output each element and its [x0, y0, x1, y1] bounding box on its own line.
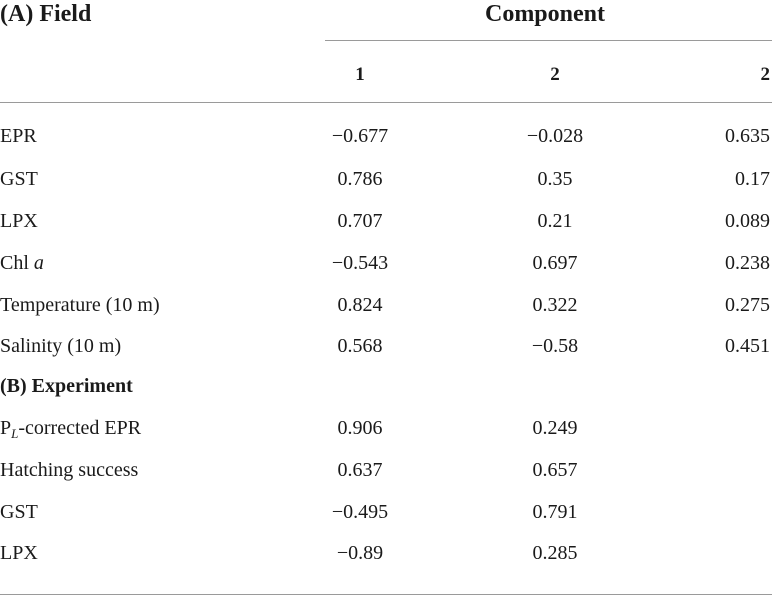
row-value: 0.21 — [537, 210, 573, 232]
row-value: 0.285 — [532, 542, 578, 564]
row-label: Chl a — [0, 251, 44, 275]
table-bottom-rule — [0, 594, 772, 595]
row-value: −0.495 — [331, 501, 389, 523]
row-label-prefix: P — [0, 417, 12, 439]
column-header-3: 2 — [760, 64, 771, 85]
header-divider — [0, 102, 772, 103]
row-value: 0.637 — [337, 459, 383, 481]
section-b-title: (B) Experiment — [0, 375, 133, 397]
row-label-italic: a — [33, 252, 44, 274]
component-title: Component — [484, 1, 605, 27]
row-value: 0.089 — [725, 210, 770, 232]
column-header-2: 2 — [550, 64, 560, 85]
row-label: LPX — [0, 210, 38, 232]
row-label: PL-corrected EPR — [0, 416, 141, 446]
row-value: −0.543 — [331, 252, 389, 274]
row-value: −0.58 — [531, 335, 579, 357]
row-value: 0.451 — [725, 335, 770, 357]
component-divider — [325, 40, 772, 41]
row-label-subscript: L — [11, 426, 19, 441]
row-value: 0.17 — [735, 168, 770, 190]
row-label: GST — [0, 168, 38, 190]
row-label-main: Chl — [0, 252, 34, 274]
row-value: −0.89 — [336, 542, 384, 564]
row-label: LPX — [0, 542, 38, 564]
column-header-1: 1 — [355, 64, 365, 85]
row-value: 0.322 — [532, 294, 578, 316]
row-value: 0.697 — [532, 252, 578, 274]
row-value: 0.791 — [532, 501, 578, 523]
row-value: 0.824 — [337, 294, 383, 316]
row-label-rest: -corrected EPR — [18, 417, 142, 439]
row-value: 0.568 — [337, 335, 383, 357]
row-value: 0.635 — [725, 125, 770, 147]
row-value: 0.906 — [337, 417, 383, 439]
row-value: 0.707 — [337, 210, 383, 232]
row-label: GST — [0, 501, 38, 523]
row-label: Temperature (10 m) — [0, 294, 160, 316]
row-label: EPR — [0, 125, 37, 147]
row-label: Hatching success — [0, 459, 139, 481]
row-value: 0.786 — [337, 168, 383, 190]
row-value: 0.35 — [537, 168, 573, 190]
row-value: 0.275 — [725, 294, 770, 316]
section-a-title: (A) Field — [0, 1, 92, 27]
row-value: 0.249 — [532, 417, 578, 439]
row-value: 0.657 — [532, 459, 578, 481]
row-value: −0.677 — [331, 125, 389, 147]
row-label: Salinity (10 m) — [0, 335, 122, 357]
row-value: 0.238 — [725, 252, 770, 274]
row-value: −0.028 — [526, 125, 584, 147]
